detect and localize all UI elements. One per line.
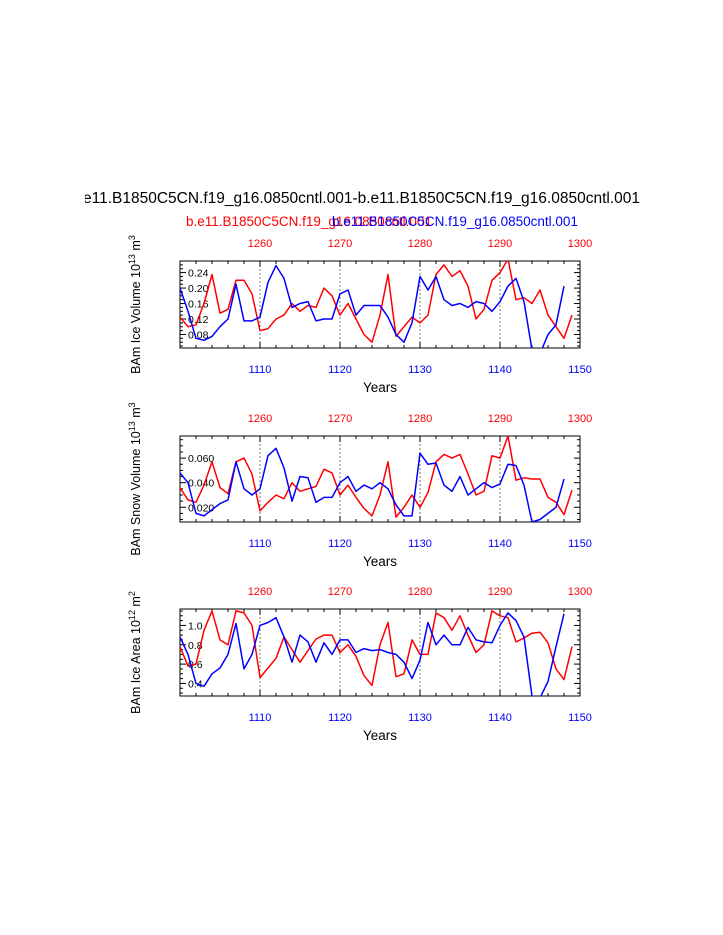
y-axis-label-unit-exponent: 2: [127, 591, 137, 596]
legend: b.e11.B1850C5CN.f19_g16.0850cntl.001 b.e…: [0, 214, 723, 236]
x-axis-label: Years: [363, 554, 397, 569]
x-bottom-tick-label: 1130: [408, 538, 432, 550]
y-tick-label: 0.020: [188, 502, 214, 514]
y-axis-label: BAm Ice Volume 1013 m3: [127, 235, 143, 374]
title-clip: Mean b.e11.B1850C5CN.f19_g16.0850cntl.00…: [85, 190, 640, 214]
series-line-blue: [180, 264, 565, 348]
x-axis-label: Years: [363, 728, 397, 743]
x-bottom-tick-label: 1150: [568, 364, 592, 376]
y-tick-label: 0.4: [188, 678, 203, 690]
y-tick-label: 0.16: [188, 299, 209, 311]
x-bottom-tick-label: 1110: [249, 712, 272, 724]
y-axis-label-exponent: 13: [127, 421, 137, 431]
y-axis-label-main: BAm Ice Volume 10: [129, 264, 143, 374]
legend-blue-label: b.e11.B1850C5CN.f19_g16.0850cntl.001: [332, 214, 578, 229]
x-bottom-tick-label: 1140: [488, 538, 512, 550]
legend-red-label: b.e11.B1850C5CN.f19_g16.0850cntl.001: [186, 214, 432, 229]
x-bottom-tick-label: 1110: [249, 538, 272, 550]
x-bottom-tick-label: 1140: [488, 364, 512, 376]
y-axis-label-exponent: 13: [127, 254, 137, 264]
x-top-tick-label: 1270: [328, 238, 352, 250]
x-bottom-tick-label: 1130: [408, 712, 432, 724]
plot-frame: [179, 608, 581, 697]
x-bottom-tick-label: 1150: [568, 538, 592, 550]
x-top-tick-label: 1280: [408, 238, 432, 250]
y-axis-label-unit: m: [129, 407, 143, 421]
x-bottom-tick-label: 1110: [249, 364, 272, 376]
x-axis-label: Years: [363, 380, 397, 395]
x-top-tick-label: 1290: [488, 238, 512, 250]
x-top-tick-label: 1300: [568, 413, 592, 425]
series-line-red: [180, 436, 573, 518]
y-axis-label-unit-exponent: 3: [127, 402, 137, 407]
x-top-tick-label: 1260: [248, 586, 272, 598]
x-top-tick-label: 1300: [568, 586, 592, 598]
x-top-tick-label: 1280: [408, 586, 432, 598]
page-title: Mean b.e11.B1850C5CN.f19_g16.0850cntl.00…: [85, 190, 640, 207]
x-bottom-tick-label: 1150: [568, 712, 592, 724]
x-bottom-tick-label: 1120: [328, 538, 352, 550]
x-top-tick-label: 1300: [568, 238, 592, 250]
series-line-red: [180, 261, 573, 343]
x-top-tick-label: 1270: [328, 413, 352, 425]
y-axis-label-unit: m: [129, 240, 143, 254]
x-bottom-tick-label: 1120: [328, 712, 352, 724]
series-line-blue: [180, 612, 565, 696]
x-top-tick-label: 1290: [488, 413, 512, 425]
y-tick-label: 0.060: [188, 453, 214, 465]
y-axis-label: BAm Snow Volume 1013 m3: [127, 402, 143, 555]
y-tick-label: 1.0: [188, 620, 203, 632]
x-bottom-tick-label: 1120: [328, 364, 352, 376]
plot-frame: [179, 435, 581, 523]
series-line-red: [180, 610, 573, 687]
series-line-blue: [180, 447, 565, 522]
y-axis-label: BAm Ice Area 1012 m2: [127, 591, 143, 714]
y-tick-label: 0.20: [188, 283, 209, 295]
x-top-tick-label: 1270: [328, 586, 352, 598]
x-top-tick-label: 1260: [248, 413, 272, 425]
y-axis-label-exponent: 12: [127, 610, 137, 620]
plot-frame: [179, 260, 581, 349]
y-axis-label-main: BAm Ice Area 10: [129, 620, 143, 714]
y-tick-label: 0.040: [188, 478, 214, 490]
x-bottom-tick-label: 1130: [408, 364, 432, 376]
y-axis-label-main: BAm Snow Volume 10: [129, 431, 143, 555]
x-bottom-tick-label: 1140: [488, 712, 512, 724]
y-tick-label: 0.24: [188, 268, 209, 280]
x-top-tick-label: 1280: [408, 413, 432, 425]
x-top-tick-label: 1290: [488, 586, 512, 598]
y-axis-label-unit: m: [129, 596, 143, 610]
chart-panel-2: 0.020 0.040 0.060 1110 1120 1130 1140 1150 1260 1…: [127, 402, 592, 569]
x-top-tick-label: 1260: [248, 238, 272, 250]
y-axis-label-unit-exponent: 3: [127, 235, 137, 240]
y-tick-label: 0.08: [188, 329, 209, 341]
